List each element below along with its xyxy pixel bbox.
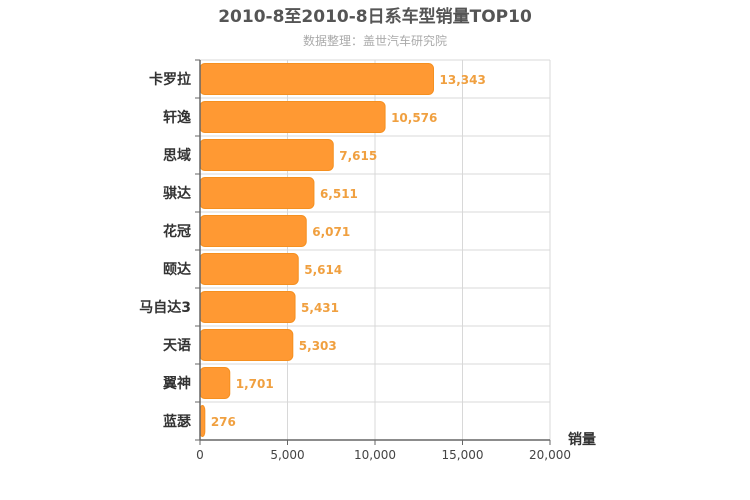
- x-tick-label: 0: [196, 448, 204, 462]
- bar-3: [199, 177, 315, 209]
- value-label: 7,615: [339, 149, 377, 163]
- value-label: 5,431: [301, 301, 339, 315]
- value-label: 6,071: [312, 225, 350, 239]
- value-label: 5,614: [304, 263, 342, 277]
- category-label: 骐达: [163, 185, 191, 202]
- category-label: 花冠: [163, 223, 191, 240]
- bar-8: [199, 367, 231, 399]
- chart-title: 2010-8至2010-8日系车型销量TOP10: [218, 6, 532, 27]
- value-label: 5,303: [299, 339, 337, 353]
- x-tick-label: 15,000: [442, 448, 484, 462]
- bar-5: [199, 253, 299, 285]
- bar-4: [199, 215, 307, 247]
- x-tick-label: 5,000: [270, 448, 304, 462]
- category-label: 天语: [163, 338, 191, 354]
- category-label: 思域: [163, 147, 191, 164]
- x-axis-title: 销量: [568, 431, 596, 448]
- bar-7: [199, 329, 294, 361]
- value-label: 13,343: [440, 73, 486, 87]
- value-label: 1,701: [236, 377, 274, 391]
- category-label: 翼神: [162, 375, 191, 392]
- bar-0: [199, 63, 435, 95]
- value-label: 6,511: [320, 187, 358, 201]
- category-label: 马自达3: [139, 299, 191, 316]
- x-tick-label: 10,000: [354, 448, 396, 462]
- bar-1: [199, 101, 386, 133]
- value-label: 10,576: [391, 111, 437, 125]
- category-label: 颐达: [163, 261, 191, 278]
- value-label: 276: [211, 415, 236, 429]
- bar-2: [199, 139, 334, 171]
- chart-subtitle: 数据整理：盖世汽车研究院: [303, 33, 447, 48]
- x-tick-label: 20,000: [529, 448, 571, 462]
- category-label: 卡罗拉: [149, 71, 191, 88]
- category-label: 蓝瑟: [163, 413, 191, 430]
- bar-6: [199, 291, 296, 323]
- category-label: 轩逸: [163, 109, 191, 126]
- bars: 13,343 10,576 7,615 6,511 6,071 5,614 5,431 5,3…: [199, 63, 486, 437]
